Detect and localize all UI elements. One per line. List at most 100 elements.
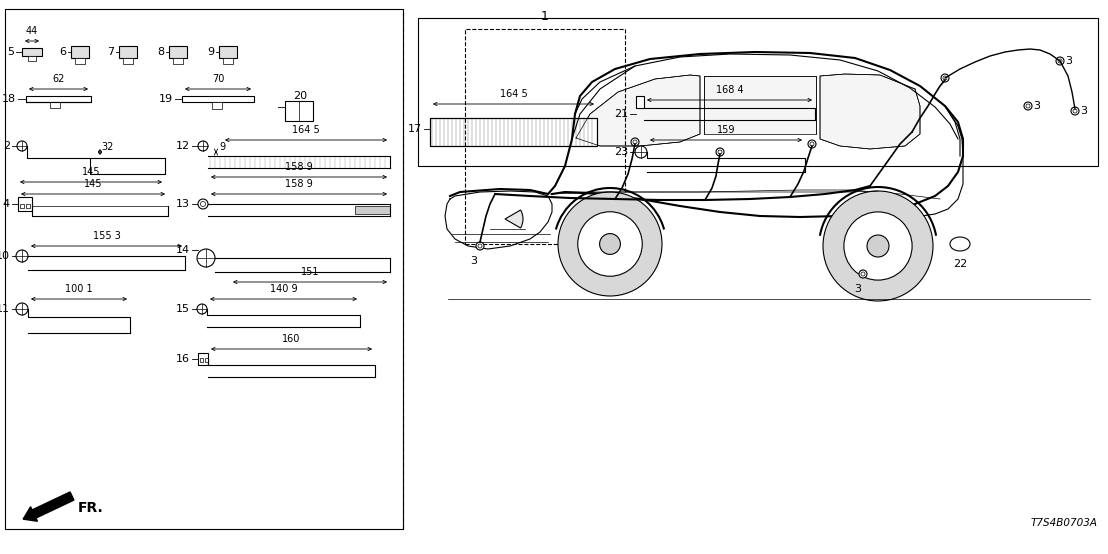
Bar — [182, 96, 254, 102]
Text: FR.: FR. — [78, 501, 104, 515]
Circle shape — [630, 138, 639, 146]
Circle shape — [633, 140, 637, 144]
Bar — [355, 206, 390, 214]
Text: 44: 44 — [25, 26, 38, 36]
Circle shape — [861, 272, 865, 276]
Bar — [212, 102, 222, 109]
Polygon shape — [820, 74, 920, 149]
Bar — [198, 353, 208, 365]
Text: 32: 32 — [102, 142, 114, 152]
Text: 22: 22 — [953, 259, 967, 269]
Wedge shape — [505, 210, 523, 228]
Circle shape — [1024, 102, 1032, 110]
Bar — [25, 96, 91, 102]
Text: 20: 20 — [293, 91, 307, 101]
Circle shape — [198, 141, 208, 151]
Circle shape — [941, 74, 948, 82]
Circle shape — [718, 150, 722, 154]
Bar — [75, 58, 85, 64]
Circle shape — [810, 142, 814, 146]
Bar — [119, 46, 137, 58]
Text: 2: 2 — [3, 141, 10, 151]
Circle shape — [197, 304, 207, 314]
Bar — [25, 204, 30, 208]
Bar — [20, 204, 24, 208]
Text: 164 5: 164 5 — [293, 125, 320, 135]
Bar — [6, 9, 403, 529]
Bar — [219, 46, 237, 58]
Text: 19: 19 — [158, 94, 173, 104]
Circle shape — [943, 76, 947, 80]
Text: 158 9: 158 9 — [285, 162, 312, 172]
Text: 16: 16 — [176, 354, 189, 364]
Bar — [22, 48, 42, 56]
Bar — [223, 58, 233, 64]
Circle shape — [823, 191, 933, 301]
Bar — [18, 197, 32, 211]
Bar — [170, 46, 187, 58]
Bar — [205, 358, 208, 362]
Text: 164 5: 164 5 — [500, 89, 527, 99]
Text: 7: 7 — [106, 47, 114, 57]
Text: 100 1: 100 1 — [65, 284, 93, 294]
Bar — [430, 118, 597, 146]
Circle shape — [1073, 109, 1077, 113]
Circle shape — [716, 148, 724, 156]
Text: 11: 11 — [0, 304, 10, 314]
Text: 3: 3 — [1080, 106, 1087, 116]
Text: 5: 5 — [7, 47, 14, 57]
Text: 6: 6 — [59, 47, 66, 57]
Text: 15: 15 — [176, 304, 189, 314]
Text: 13: 13 — [176, 199, 189, 209]
Text: 145: 145 — [84, 179, 102, 189]
Circle shape — [866, 235, 889, 257]
Text: 145: 145 — [82, 167, 100, 177]
Circle shape — [476, 242, 484, 250]
Bar — [71, 46, 89, 58]
Ellipse shape — [950, 237, 970, 251]
Circle shape — [635, 146, 647, 158]
Bar — [430, 118, 597, 146]
Circle shape — [1071, 107, 1079, 115]
Bar — [28, 56, 35, 61]
Circle shape — [17, 141, 27, 151]
Circle shape — [197, 249, 215, 267]
Text: 140 9: 140 9 — [269, 284, 297, 294]
Text: 9: 9 — [219, 142, 225, 152]
Circle shape — [1058, 59, 1061, 63]
Text: 4: 4 — [3, 199, 10, 209]
Text: 158 9: 158 9 — [285, 179, 312, 189]
Text: 3: 3 — [471, 256, 478, 266]
Bar — [123, 58, 133, 64]
Bar — [201, 358, 203, 362]
Circle shape — [844, 212, 912, 280]
Bar — [285, 101, 312, 121]
Text: 23: 23 — [614, 147, 628, 157]
Text: 8: 8 — [157, 47, 164, 57]
Circle shape — [16, 303, 28, 315]
Text: T7S4B0703A: T7S4B0703A — [1032, 518, 1098, 528]
Bar — [173, 58, 183, 64]
Text: 12: 12 — [176, 141, 189, 151]
Text: 168 4: 168 4 — [716, 85, 743, 95]
Text: 3: 3 — [854, 284, 862, 294]
Text: 62: 62 — [52, 74, 64, 84]
Polygon shape — [576, 75, 700, 146]
Text: 151: 151 — [300, 267, 319, 277]
Bar — [636, 96, 644, 108]
Text: 10: 10 — [0, 251, 10, 261]
Text: 159: 159 — [717, 125, 736, 135]
FancyArrow shape — [23, 492, 74, 521]
Text: 155 3: 155 3 — [93, 231, 121, 241]
Circle shape — [599, 234, 620, 254]
Circle shape — [478, 244, 482, 248]
Text: 160: 160 — [283, 334, 300, 344]
Text: 3: 3 — [1033, 101, 1040, 111]
Circle shape — [577, 212, 643, 276]
Text: 14: 14 — [176, 245, 189, 255]
Text: 17: 17 — [408, 124, 422, 134]
Bar — [704, 76, 815, 134]
Circle shape — [1056, 57, 1064, 65]
Circle shape — [1026, 104, 1030, 108]
Circle shape — [16, 250, 28, 262]
